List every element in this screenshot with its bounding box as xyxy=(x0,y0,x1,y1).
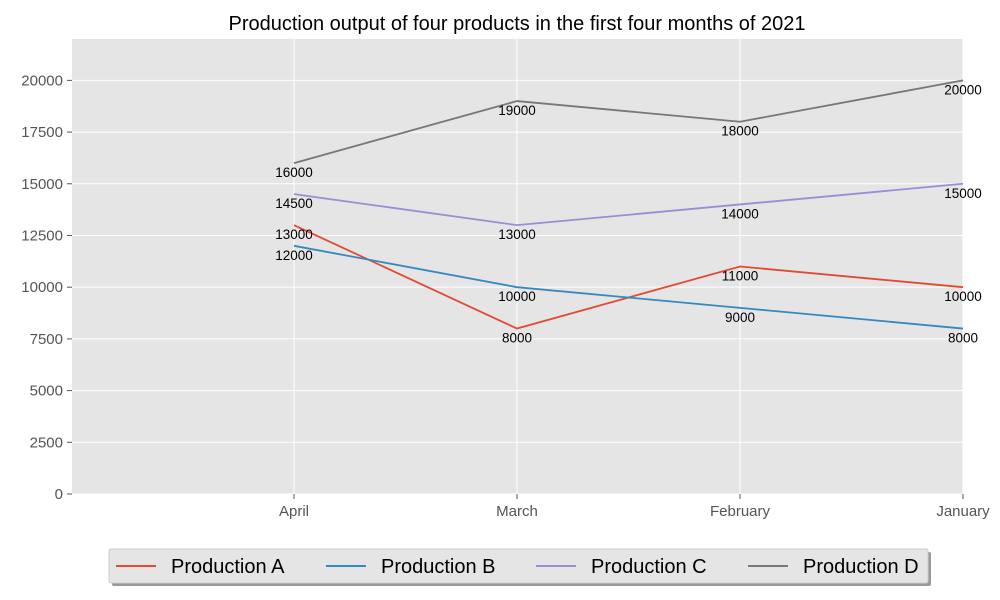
legend-label: Production C xyxy=(591,556,707,578)
legend-label: Production A xyxy=(171,556,285,578)
y-tick-label: 0 xyxy=(55,486,63,503)
data-label: 18000 xyxy=(721,124,759,139)
y-tick-label: 12500 xyxy=(21,227,63,244)
x-tick-label: March xyxy=(496,503,538,520)
y-tick-label: 20000 xyxy=(21,72,63,89)
data-label: 8000 xyxy=(502,331,532,346)
data-label: 14000 xyxy=(721,206,759,221)
legend-label: Production D xyxy=(803,556,919,578)
y-tick-label: 2500 xyxy=(30,434,63,451)
data-label: 15000 xyxy=(944,186,982,201)
data-label: 20000 xyxy=(944,82,982,97)
data-label: 10000 xyxy=(944,289,982,304)
data-label: 8000 xyxy=(948,331,978,346)
data-label: 10000 xyxy=(498,289,536,304)
y-tick-label: 17500 xyxy=(21,124,63,141)
data-label: 19000 xyxy=(498,103,536,118)
y-tick-label: 10000 xyxy=(21,279,63,296)
y-tick-label: 15000 xyxy=(21,176,63,193)
data-label: 16000 xyxy=(275,165,313,180)
data-label: 13000 xyxy=(275,227,313,242)
chart-title: Production output of four products in th… xyxy=(228,13,805,35)
series-lines xyxy=(293,79,964,330)
data-label: 11000 xyxy=(722,269,759,284)
data-label: 9000 xyxy=(725,310,755,325)
data-label: 13000 xyxy=(498,227,536,242)
legend-label: Production B xyxy=(381,556,496,578)
legend: Production A Production B Production C Prod… xyxy=(108,548,931,586)
y-tick-label: 7500 xyxy=(30,331,63,348)
data-labels: 13000 8000 11000 10000 12000 10000 9000 8000 145… xyxy=(275,82,982,345)
axes: 0 2500 5000 7500 10000 12500 15000 17500 20000 Ap… xyxy=(21,72,990,520)
legend-box xyxy=(108,548,929,584)
series-line-3 xyxy=(293,182,964,227)
series-line-4 xyxy=(293,79,964,164)
series-line-2 xyxy=(293,244,964,330)
x-tick-label: February xyxy=(710,503,771,520)
x-tick-label: January xyxy=(936,503,990,520)
grid-lines xyxy=(72,39,964,495)
data-label: 14500 xyxy=(275,196,313,211)
data-label: 12000 xyxy=(275,248,313,263)
x-tick-label: April xyxy=(279,503,309,520)
y-tick-label: 5000 xyxy=(30,383,63,400)
